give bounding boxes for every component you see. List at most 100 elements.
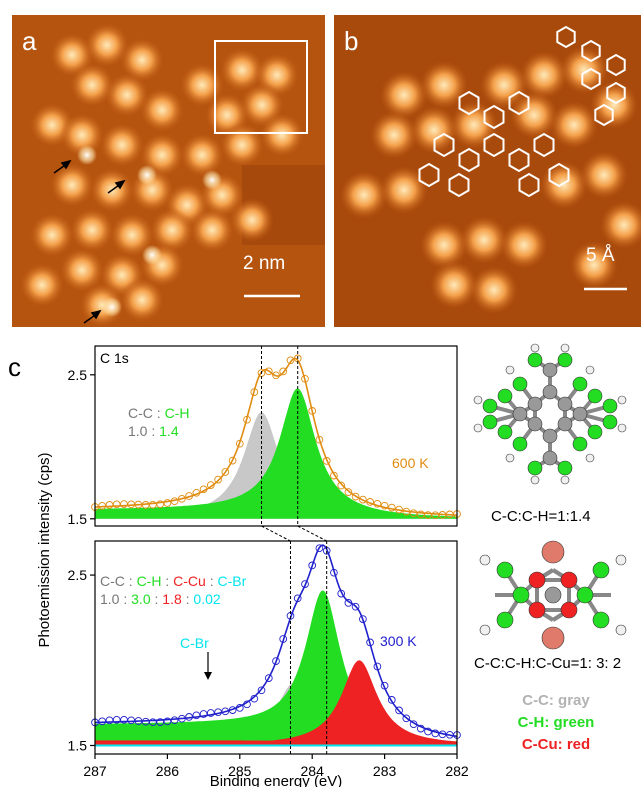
data-point xyxy=(409,509,418,518)
data-point xyxy=(351,492,360,501)
atom xyxy=(617,395,627,405)
data-point xyxy=(351,602,360,611)
stm-feature xyxy=(500,221,548,269)
stm-feature xyxy=(50,163,94,207)
guide-line xyxy=(297,525,327,542)
stm-feature xyxy=(85,23,129,67)
data-point xyxy=(380,501,389,510)
data-point xyxy=(315,435,324,444)
data-point xyxy=(373,662,382,671)
panel-label-a: a xyxy=(22,26,37,56)
data-point xyxy=(98,717,107,726)
data-point xyxy=(214,708,222,717)
atom xyxy=(512,436,528,452)
atom xyxy=(541,626,565,650)
molecule-model-top xyxy=(460,340,641,500)
spectrum-panel-0: 2.5 1.5 600 K C-C : C-H 1.0 : 1.4 xyxy=(68,345,461,527)
ratio-value-part: 1.8 xyxy=(162,591,185,607)
stm-feature xyxy=(550,101,598,149)
atom xyxy=(557,416,573,432)
data-point xyxy=(199,485,208,494)
benzene-ring xyxy=(448,172,470,198)
envelope-fit xyxy=(94,357,458,516)
stm-feature xyxy=(190,208,234,252)
stm-feature xyxy=(60,248,104,292)
atom xyxy=(473,395,483,405)
data-point xyxy=(134,717,143,725)
ratio-value-part: : xyxy=(186,591,194,607)
benzene-ring xyxy=(533,132,555,158)
data-point xyxy=(228,456,237,465)
stm-image-b xyxy=(334,15,641,327)
atom xyxy=(572,436,588,452)
stm-feature xyxy=(110,213,154,257)
data-point xyxy=(250,694,259,703)
plot-frame xyxy=(94,345,458,527)
atom xyxy=(479,624,491,636)
atom xyxy=(592,611,610,629)
atom xyxy=(527,416,543,432)
panel-label-c: c xyxy=(8,352,21,382)
benzene-ring xyxy=(483,104,505,130)
data-point xyxy=(243,700,251,709)
molecule-bottom-caption: C-C:C-H:C-Cu=1: 3: 2 xyxy=(474,655,622,672)
stm-feature xyxy=(220,48,264,92)
data-point xyxy=(185,713,193,721)
data-point xyxy=(250,388,259,396)
stm-feature xyxy=(180,133,224,177)
ratio-value-part: : xyxy=(155,591,163,607)
data-point xyxy=(431,729,440,738)
stm-feature xyxy=(260,113,304,157)
ratio-header-part: C-Cu xyxy=(173,573,210,589)
ratio-values: 1.0 : 1.4 xyxy=(128,423,179,439)
stm-feature xyxy=(520,51,568,99)
atom xyxy=(572,406,588,422)
data-point xyxy=(192,488,201,497)
atom xyxy=(505,453,515,463)
data-point xyxy=(322,457,331,465)
legend-item-ccu: C-Cu: red xyxy=(521,736,591,753)
data-point xyxy=(98,501,107,510)
data-point xyxy=(279,367,288,376)
data-point xyxy=(344,488,353,496)
benzene-ring xyxy=(458,147,480,173)
atom xyxy=(592,561,610,579)
data-point xyxy=(359,615,367,623)
data-point xyxy=(308,561,317,570)
data-point xyxy=(272,657,280,665)
data-point xyxy=(286,356,295,365)
stm-feature xyxy=(70,208,114,252)
x-tick-label: 285 xyxy=(228,763,252,779)
data-point xyxy=(366,498,374,506)
data-point xyxy=(243,415,251,424)
atom xyxy=(544,586,562,604)
atom xyxy=(587,424,603,440)
x-tick-label: 284 xyxy=(301,763,325,779)
ratio-value-part: : xyxy=(123,591,131,607)
data-point xyxy=(416,724,425,733)
panel-label-b: b xyxy=(344,26,359,56)
data-point xyxy=(163,499,172,507)
benzene-ring xyxy=(581,39,601,63)
data-point xyxy=(337,589,346,598)
atom xyxy=(557,352,573,368)
ratio-value-part: 1.0 xyxy=(100,591,123,607)
atom xyxy=(482,414,498,430)
x-tick-label: 287 xyxy=(83,763,107,779)
data-point xyxy=(206,481,215,489)
atom xyxy=(530,475,540,485)
stm-feature xyxy=(420,221,468,269)
atom xyxy=(528,601,546,619)
stm-feature xyxy=(480,61,528,109)
stm-feature xyxy=(540,161,588,209)
stm-feature xyxy=(30,213,74,257)
benzene-ring xyxy=(418,162,440,188)
stm-feature xyxy=(580,151,628,199)
stm-feature xyxy=(450,101,498,149)
ratio-header-part: C-H xyxy=(137,573,166,589)
stm-bright-spot xyxy=(77,145,97,165)
ratio-header: C-C : C-H : C-Cu : C-Br xyxy=(100,573,247,589)
data-point xyxy=(257,686,266,695)
data-point xyxy=(170,716,179,725)
atom xyxy=(587,388,603,404)
